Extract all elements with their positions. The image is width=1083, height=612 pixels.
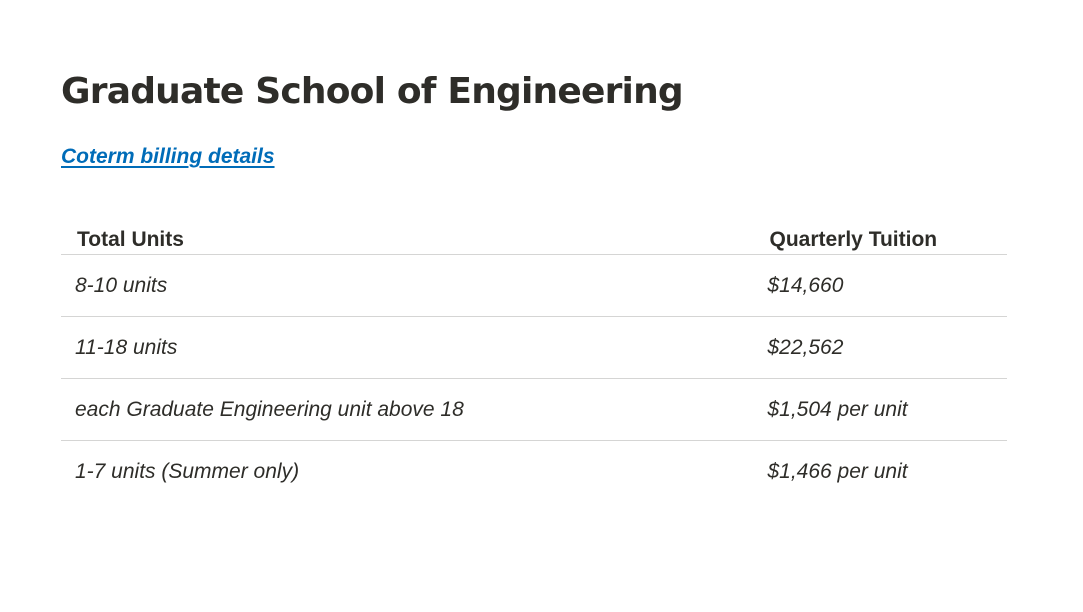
table-row: 1-7 units (Summer only) $1,466 per unit	[61, 441, 1007, 503]
header-quarterly-tuition: Quarterly Tuition	[753, 217, 1007, 255]
cell-units: 11-18 units	[61, 316, 754, 379]
coterm-billing-link[interactable]: Coterm billing details	[61, 145, 275, 168]
cell-tuition: $14,660	[753, 254, 1007, 317]
cell-units: 8-10 units	[61, 254, 754, 317]
table-header-row: Total Units Quarterly Tuition	[61, 217, 1007, 255]
main-content: Graduate School of Engineering Coterm bi…	[61, 60, 1007, 502]
header-total-units: Total Units	[61, 217, 754, 255]
cell-units: each Graduate Engineering unit above 18	[61, 378, 754, 441]
cell-tuition: $1,466 per unit	[767, 459, 908, 483]
cell-tuition: $22,562	[753, 316, 1007, 379]
table-row: each Graduate Engineering unit above 18 …	[61, 378, 1007, 441]
tuition-table: Total Units Quarterly Tuition 8-10 units…	[61, 217, 1007, 502]
table-row: 11-18 units $22,562	[61, 316, 1007, 379]
table-row: 8-10 units $14,660	[61, 254, 1007, 317]
page-title: Graduate School of Engineering	[61, 71, 684, 112]
cell-tuition: $1,504 per unit	[753, 378, 1007, 441]
cell-units: 1-7 units (Summer only)	[75, 459, 300, 483]
